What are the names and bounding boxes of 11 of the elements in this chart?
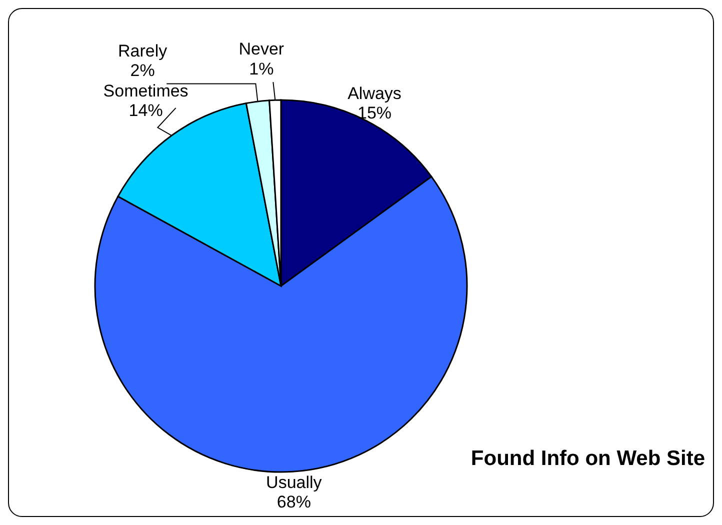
data-label: 1%	[249, 59, 274, 78]
data-label: 68%	[276, 492, 311, 512]
slice-label: Always	[348, 84, 402, 104]
slice-label: Rarely	[118, 41, 168, 60]
text: Found Info on Web Site	[470, 447, 705, 471]
data-label: 14%	[128, 101, 163, 120]
data-label: 2%	[130, 60, 155, 80]
slice-label: Usually	[266, 473, 322, 492]
data-label: 15%	[358, 104, 392, 123]
slice-label: Never	[238, 40, 284, 59]
slice-label: Sometimes	[103, 82, 188, 101]
